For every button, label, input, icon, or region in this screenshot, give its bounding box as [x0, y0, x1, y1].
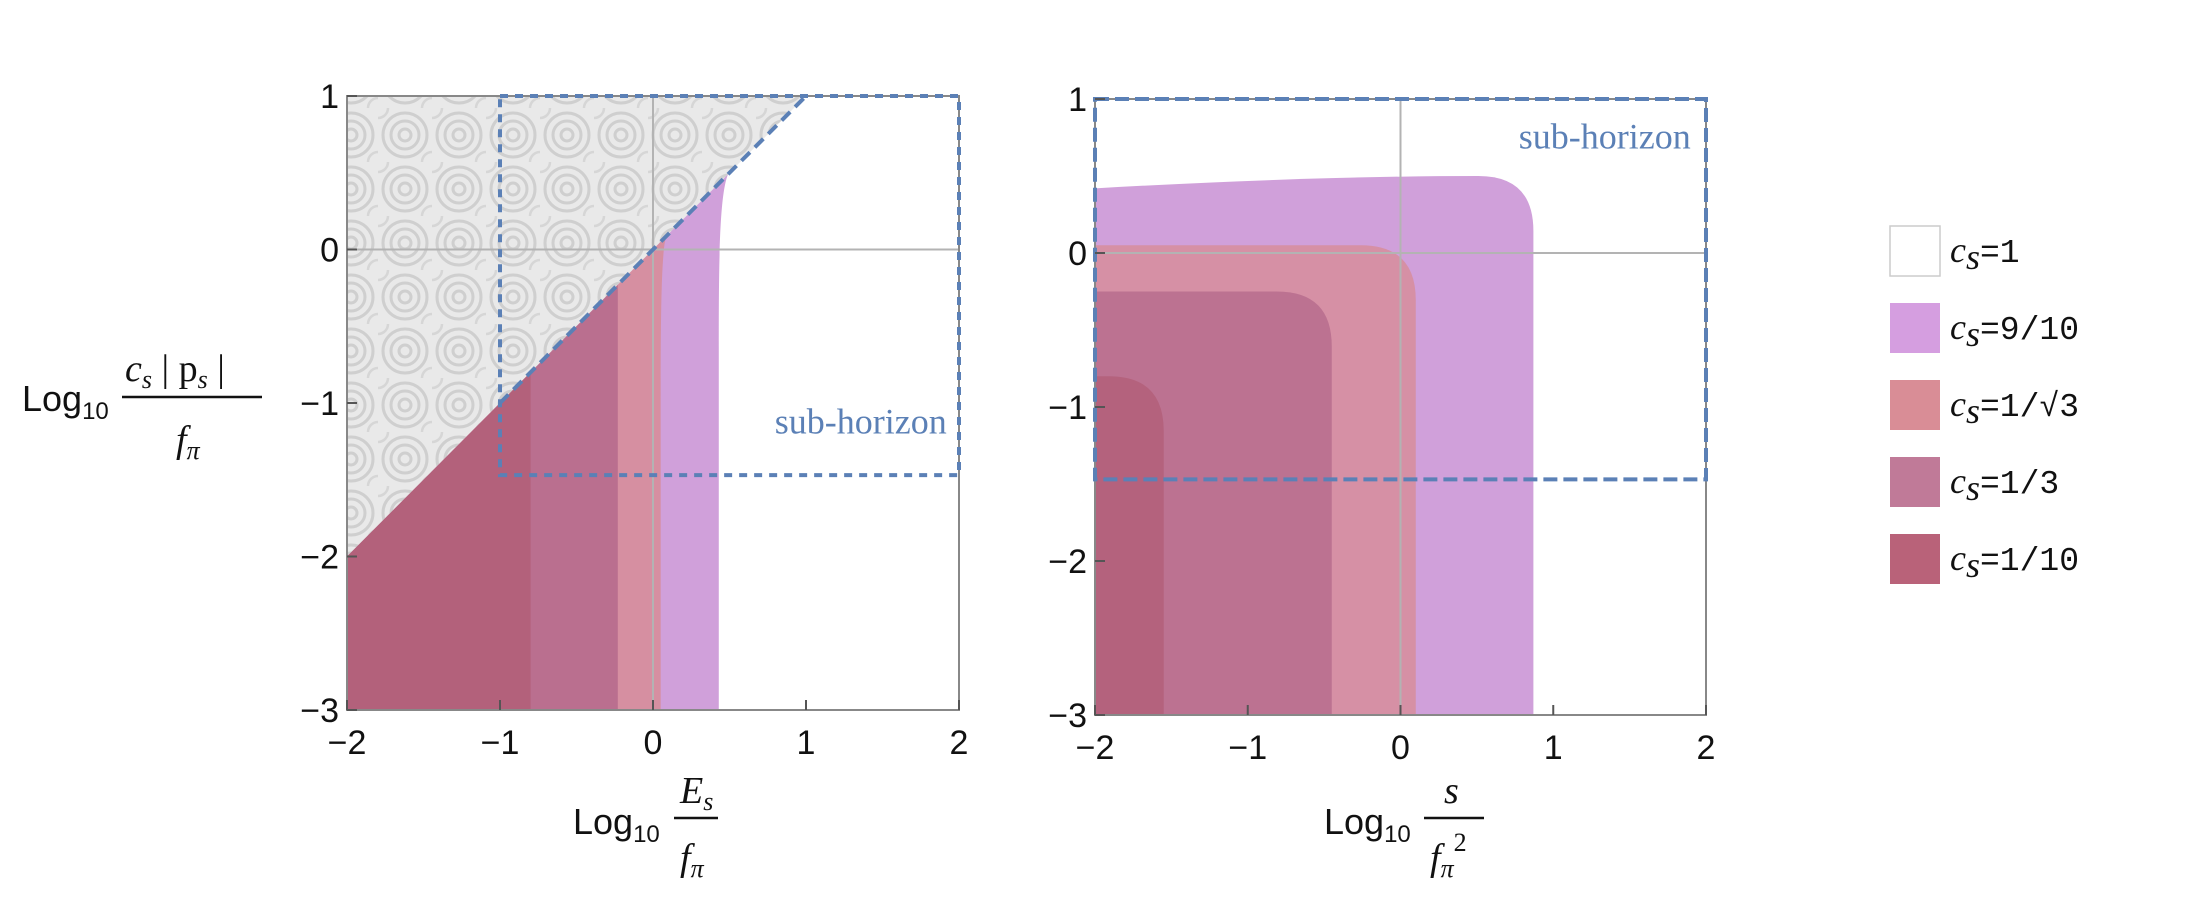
left-x-ticks: −2 −1 0 1 2 [328, 700, 969, 762]
right-region-cs-1-10 [1095, 376, 1164, 715]
x-tick-label: −1 [481, 724, 520, 762]
y-tick-label: 0 [1068, 235, 1087, 273]
legend-item-cs-1: cs=1 [1889, 225, 2020, 277]
svg-text:cs=1/3: cs=1/3 [1950, 461, 2059, 508]
left-boundary-diagonal [498, 94, 808, 405]
svg-text:fπ2: fπ2 [1430, 828, 1467, 883]
x-tick-label: 0 [644, 724, 663, 762]
x-tick-label: 1 [797, 724, 816, 762]
svg-text:cs=1/√3: cs=1/√3 [1950, 384, 2079, 431]
svg-text:s: s [1444, 770, 1459, 812]
left-panel: sub-horizon −2 −1 0 1 2 −3−2−101 Log10 cs | … [22, 78, 968, 883]
y-tick-label: 1 [320, 78, 339, 116]
right-sub-horizon-box [1093, 97, 1708, 482]
legend-swatch [1889, 225, 1941, 277]
legend-swatch [1890, 380, 1940, 430]
y-tick-label: 0 [320, 232, 339, 270]
svg-text:cs=1/10: cs=1/10 [1950, 538, 2079, 585]
x-tick-label: 0 [1391, 729, 1410, 767]
legend-item-cs-1-3: cs=1/3 [1890, 457, 2059, 508]
right-annotation: sub-horizon [1519, 116, 1691, 156]
right-plot-area [1095, 99, 1706, 715]
right-x-axis-label: Log10 s fπ2 [1324, 770, 1484, 883]
left-y-ticks: −3 −2 −1 0 1 [300, 78, 357, 730]
y-tick-label: 1 [1068, 81, 1087, 119]
y-tick-label: −2 [1048, 543, 1087, 581]
svg-text:cs=9/10: cs=9/10 [1950, 307, 2079, 354]
x-tick-label: −1 [1228, 729, 1267, 767]
left-y-axis-label: Log10 cs | ps | fπ [22, 348, 262, 465]
legend-swatch [1890, 534, 1940, 584]
y-tick-label: −3 [300, 692, 339, 730]
y-tick-label: −2 [300, 539, 339, 577]
svg-text:cs | ps |: cs | ps | [125, 348, 225, 394]
left-x-axis-label: Log10 Es fπ [573, 770, 718, 883]
x-tick-label: −2 [328, 724, 367, 762]
legend: cs=1 cs=9/10 cs=1/√3 cs=1/3 cs=1/10 [1889, 225, 2079, 585]
svg-text:Log10: Log10 [1324, 801, 1411, 848]
y-tick-label: −1 [1048, 389, 1087, 427]
x-tick-label: 1 [1544, 729, 1563, 767]
left-region-cs-1-10 [347, 372, 531, 710]
x-tick-label: 2 [950, 724, 969, 762]
svg-text:Es: Es [679, 770, 713, 816]
svg-text:fπ: fπ [680, 837, 705, 883]
x-tick-label: 2 [1697, 729, 1716, 767]
y-tick-label: −1 [300, 385, 339, 423]
left-sub-horizon-box [498, 94, 961, 478]
legend-swatch [1890, 457, 1940, 507]
legend-item-cs-9-10: cs=9/10 [1890, 303, 2079, 354]
x-tick-label: −2 [1076, 729, 1115, 767]
svg-text:fπ: fπ [176, 419, 201, 465]
legend-swatch [1890, 303, 1940, 353]
right-x-ticks: −2 −1 0 1 2 [1076, 705, 1716, 767]
right-panel: sub-horizon −2 −1 0 1 2 −3−2−101 Log10 s fπ2 [1048, 81, 1715, 883]
svg-text:cs=1: cs=1 [1950, 230, 2020, 277]
svg-text:Log10: Log10 [22, 378, 109, 425]
legend-item-cs-1-sqrt3: cs=1/√3 [1890, 380, 2079, 431]
legend-item-cs-1-10: cs=1/10 [1890, 534, 2079, 585]
left-annotation: sub-horizon [775, 402, 947, 442]
right-y-ticks: −3 −2 −1 0 1 [1048, 81, 1105, 735]
y-tick-label: −3 [1048, 697, 1087, 735]
svg-text:Log10: Log10 [573, 801, 660, 848]
